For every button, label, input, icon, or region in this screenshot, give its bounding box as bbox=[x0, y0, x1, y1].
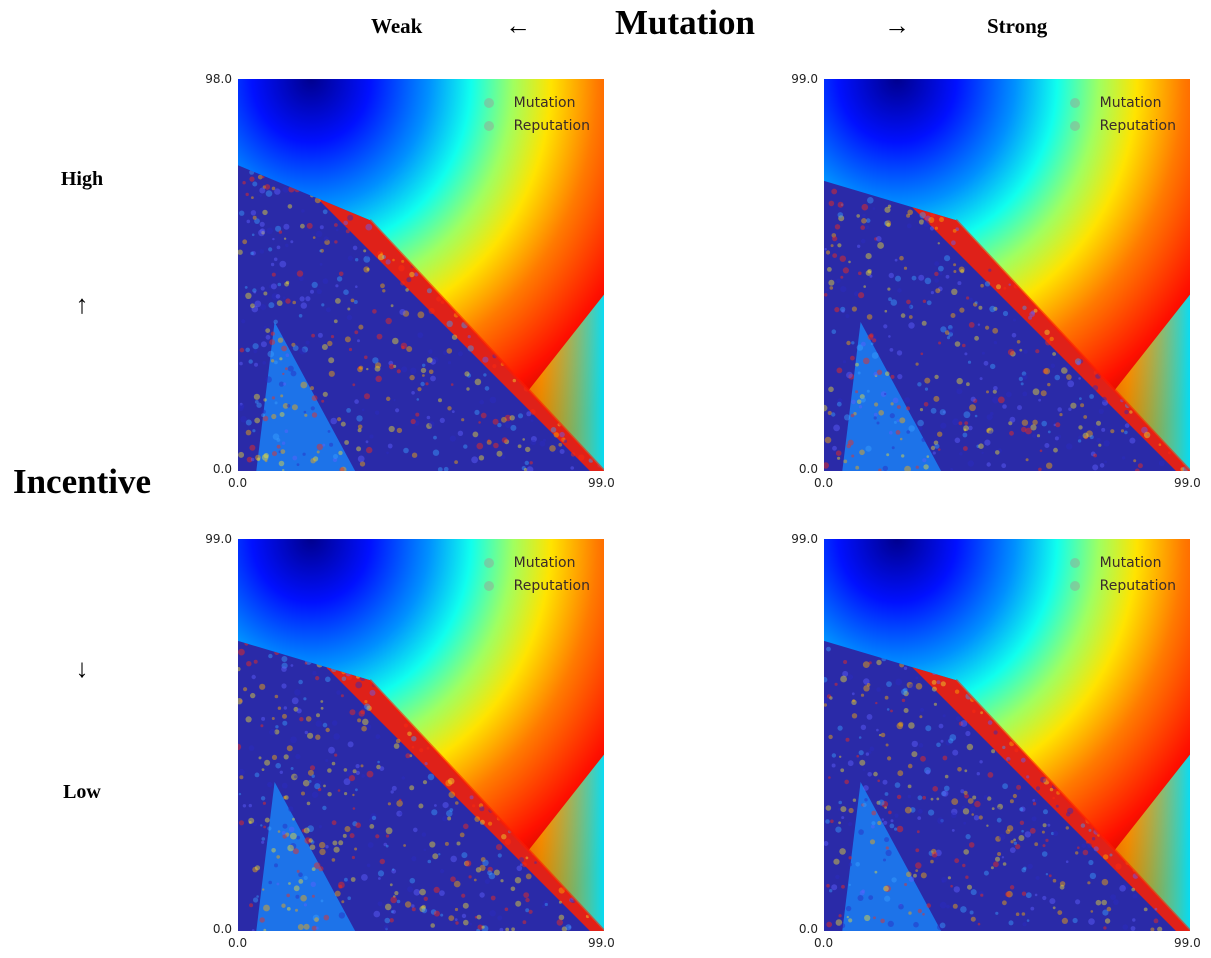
y-tick-label-min: 0.0 bbox=[212, 922, 232, 936]
incentive-title: Incentive bbox=[12, 462, 152, 501]
high-label: High bbox=[60, 168, 104, 190]
legend-label: Reputation bbox=[1099, 117, 1176, 134]
heatmap-plot-area: Mutation Reputation bbox=[824, 79, 1190, 471]
y-tick-label-max: 99.0 bbox=[791, 72, 818, 86]
legend: Mutation Reputation bbox=[483, 91, 590, 137]
down-arrow-icon: ↓ bbox=[75, 654, 89, 683]
legend-label: Mutation bbox=[1099, 554, 1162, 571]
x-tick-label-max: 99.0 bbox=[588, 476, 615, 490]
heatmap-panel-bottom-right: Mutation Reputation 99.0 0.0 0.0 99.0 bbox=[791, 532, 1200, 950]
heatmap-svg bbox=[824, 539, 1190, 931]
up-arrow-icon: ↑ bbox=[75, 290, 89, 319]
legend-label: Reputation bbox=[513, 117, 590, 134]
legend-item: Reputation bbox=[483, 574, 590, 597]
legend-marker-icon bbox=[483, 557, 494, 568]
legend-item: Mutation bbox=[483, 551, 590, 574]
mutation-title: Mutation bbox=[615, 3, 755, 42]
legend: Mutation Reputation bbox=[483, 551, 590, 597]
x-tick-label-min: 0.0 bbox=[814, 476, 834, 490]
legend: Mutation Reputation bbox=[1069, 551, 1176, 597]
x-tick-label-min: 0.0 bbox=[228, 936, 248, 950]
legend-marker-icon bbox=[483, 97, 494, 108]
legend-item: Reputation bbox=[1069, 574, 1176, 597]
legend-label: Mutation bbox=[1099, 94, 1162, 111]
left-arrow-icon: ← bbox=[505, 11, 531, 40]
legend-label: Mutation bbox=[513, 554, 576, 571]
legend: Mutation Reputation bbox=[1069, 91, 1176, 137]
legend-item: Mutation bbox=[1069, 91, 1176, 114]
y-tick-label-min: 0.0 bbox=[798, 922, 818, 936]
x-tick-label-max: 99.0 bbox=[1174, 476, 1201, 490]
heatmap-svg bbox=[824, 79, 1190, 471]
y-tick-label-min: 0.0 bbox=[212, 462, 232, 476]
x-tick-label-min: 0.0 bbox=[228, 476, 248, 490]
y-tick-label-max: 99.0 bbox=[791, 532, 818, 546]
y-tick-label-min: 0.0 bbox=[798, 462, 818, 476]
y-tick-label-max: 99.0 bbox=[205, 532, 232, 546]
heatmap-plot-area: Mutation Reputation bbox=[824, 539, 1190, 931]
legend-marker-icon bbox=[483, 580, 494, 591]
legend-marker-icon bbox=[1069, 97, 1080, 108]
weak-label: Weak bbox=[371, 14, 423, 38]
strong-label: Strong bbox=[987, 14, 1048, 38]
legend-item: Reputation bbox=[483, 114, 590, 137]
legend-item: Reputation bbox=[1069, 114, 1176, 137]
heatmap-panel-top-right: Mutation Reputation 99.0 0.0 0.0 99.0 bbox=[791, 72, 1200, 490]
legend-marker-icon bbox=[1069, 557, 1080, 568]
heatmap-plot-area: Mutation Reputation bbox=[238, 79, 604, 471]
legend-item: Mutation bbox=[483, 91, 590, 114]
x-tick-label-min: 0.0 bbox=[814, 936, 834, 950]
heatmap-plot-area: Mutation Reputation bbox=[238, 539, 604, 931]
legend-marker-icon bbox=[1069, 120, 1080, 131]
heatmap-panel-bottom-left: Mutation Reputation 99.0 0.0 0.0 99.0 bbox=[205, 532, 614, 950]
heatmap-svg bbox=[238, 539, 604, 931]
x-tick-label-max: 99.0 bbox=[588, 936, 615, 950]
low-label: Low bbox=[63, 781, 101, 803]
legend-item: Mutation bbox=[1069, 551, 1176, 574]
legend-label: Reputation bbox=[1099, 577, 1176, 594]
legend-marker-icon bbox=[483, 120, 494, 131]
legend-label: Mutation bbox=[513, 94, 576, 111]
legend-label: Reputation bbox=[513, 577, 590, 594]
y-tick-label-max: 98.0 bbox=[205, 72, 232, 86]
x-tick-label-max: 99.0 bbox=[1174, 936, 1201, 950]
heatmap-svg bbox=[238, 79, 604, 471]
heatmap-panel-top-left: Mutation Reputation 98.0 0.0 0.0 99.0 bbox=[205, 72, 614, 490]
right-arrow-icon: → bbox=[884, 11, 910, 40]
legend-marker-icon bbox=[1069, 580, 1080, 591]
